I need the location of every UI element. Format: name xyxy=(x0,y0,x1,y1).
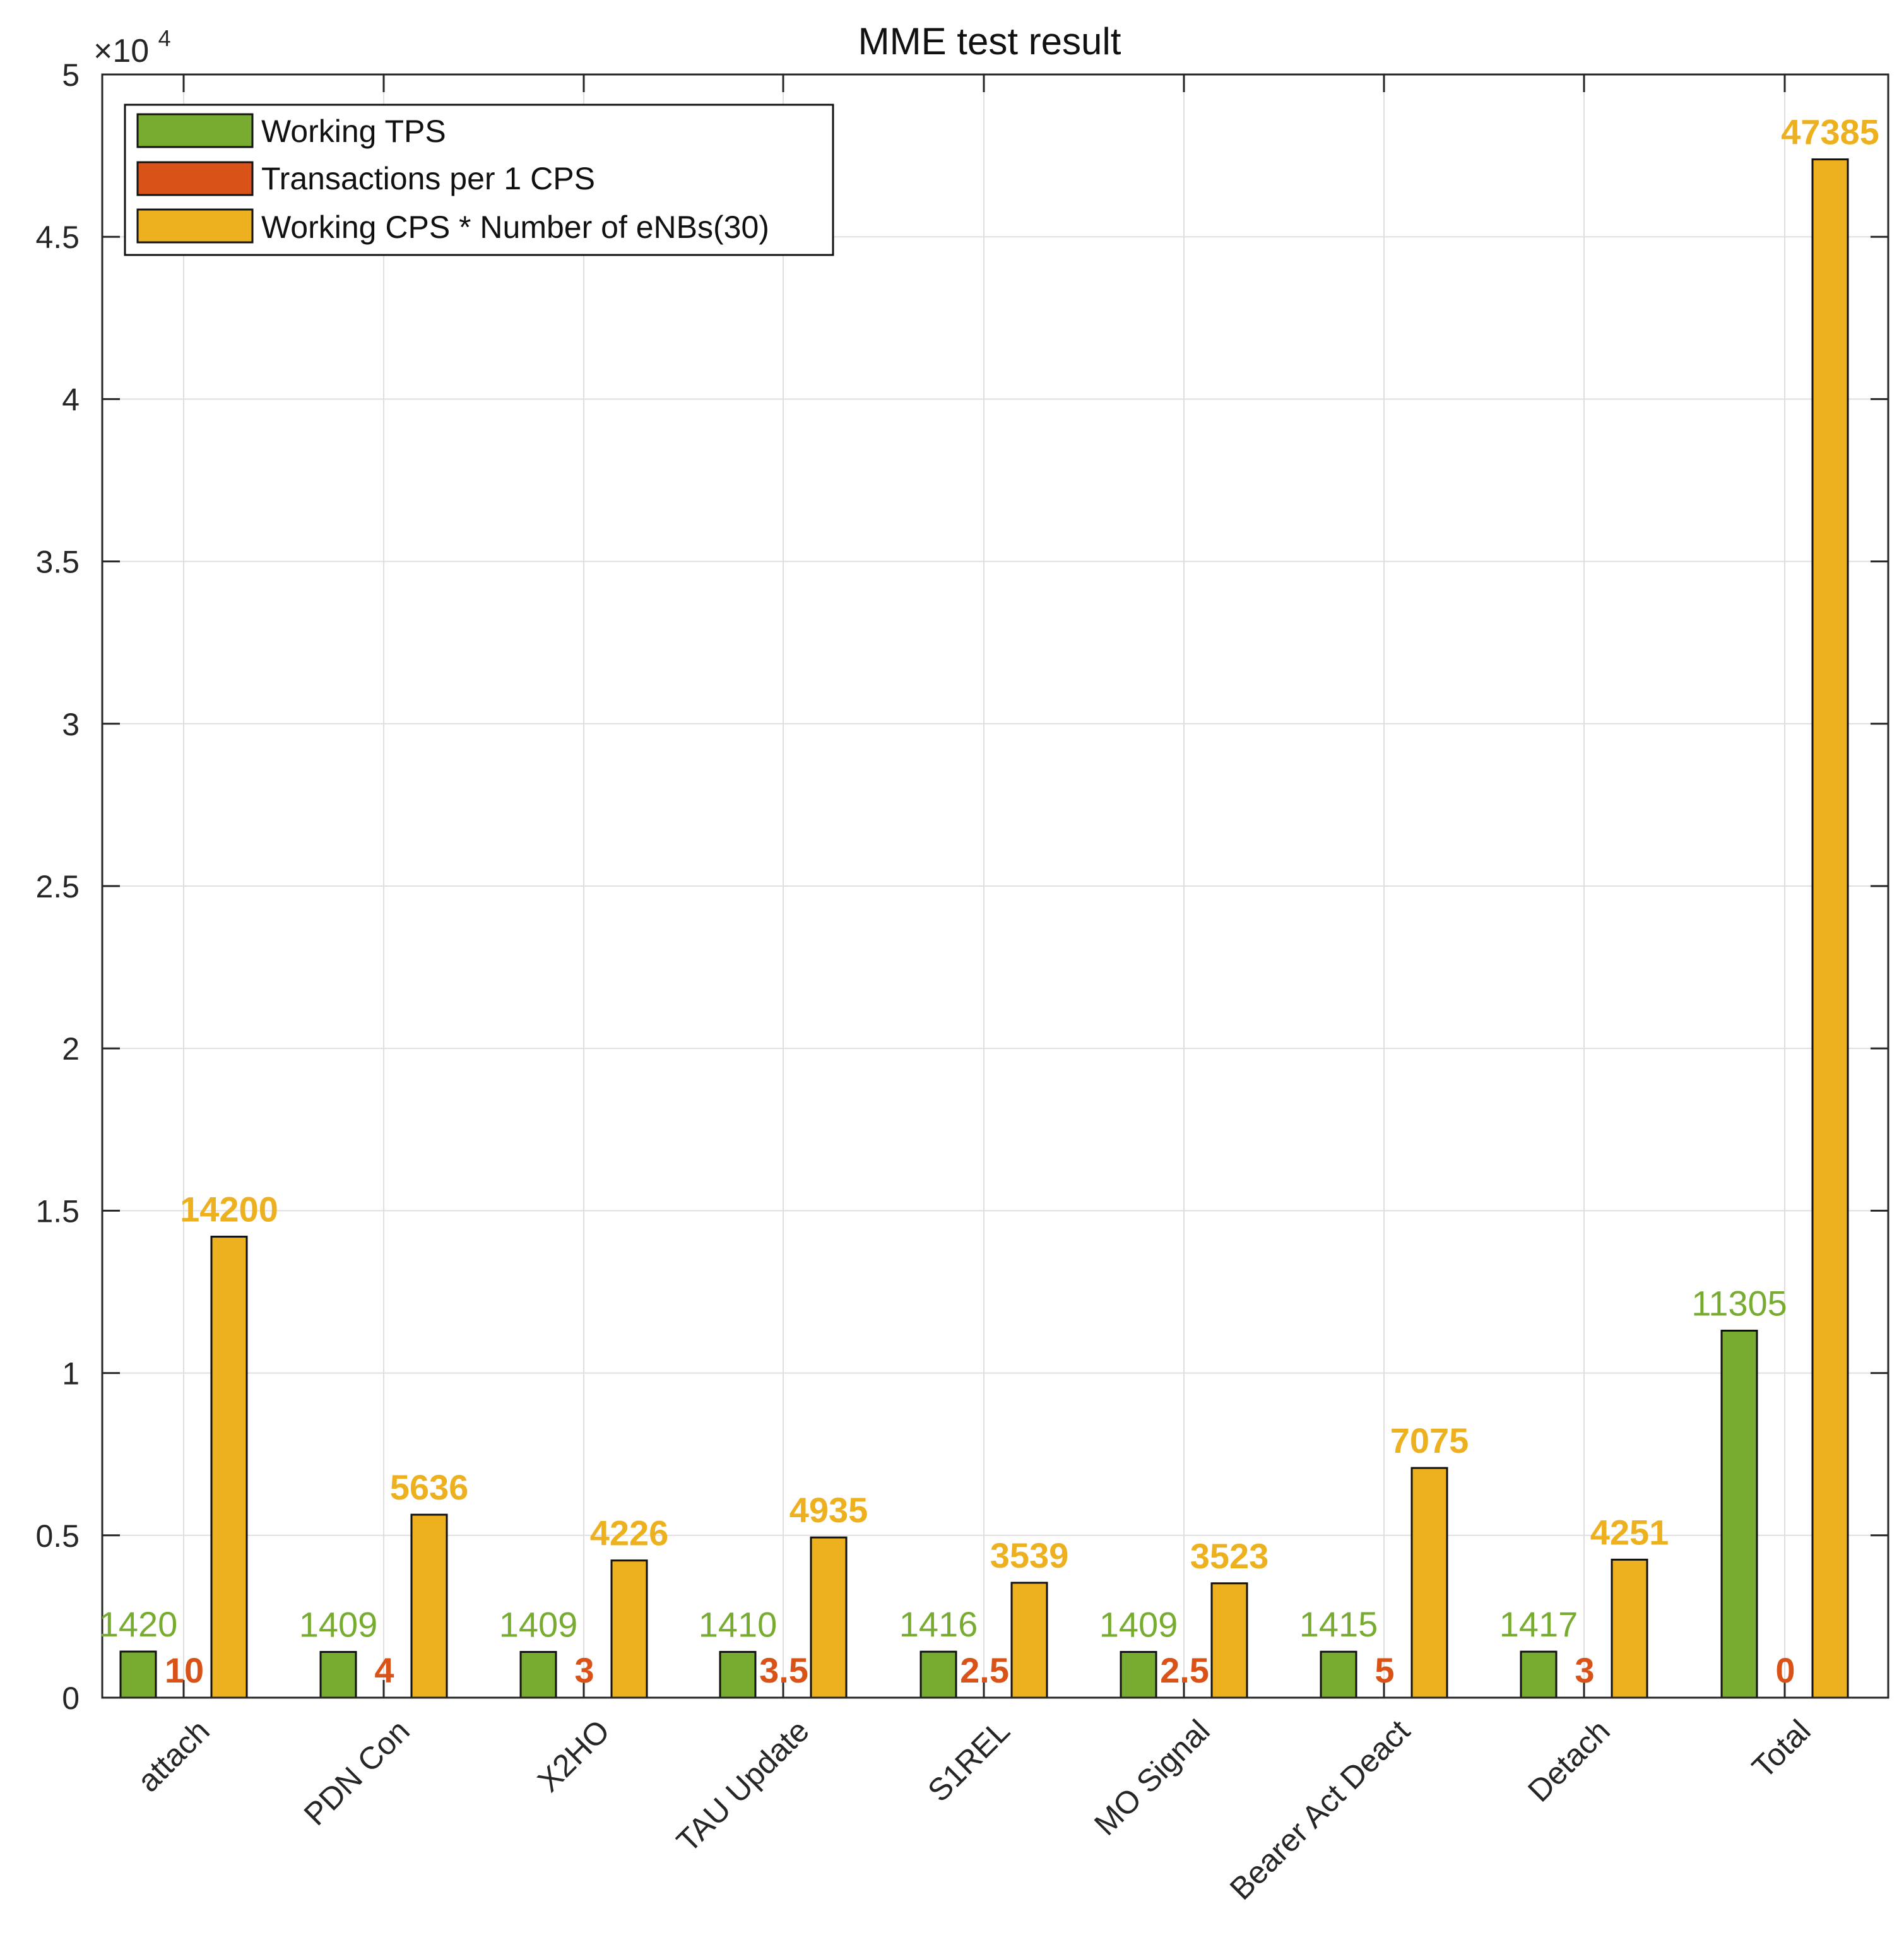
legend-swatch-transactions-per-1-cps xyxy=(136,161,254,196)
bar-working-cps-number-of-enbs-30-bearer-act-deact xyxy=(1410,1467,1448,1699)
y-axis-exponent-label: ×10 4 xyxy=(93,25,171,69)
value-label-working-cps-number-of-enbs-30-pdn-con: 5636 xyxy=(390,1467,469,1507)
value-label-working-cps-number-of-enbs-30-s1rel: 3539 xyxy=(990,1535,1069,1575)
value-label-working-cps-number-of-enbs-30-attach: 14200 xyxy=(180,1190,278,1229)
bar-working-cps-number-of-enbs-30-s1rel xyxy=(1010,1582,1048,1699)
bar-working-cps-number-of-enbs-30-pdn-con xyxy=(410,1513,448,1699)
bar-working-cps-number-of-enbs-30-total xyxy=(1811,158,1849,1699)
value-label-transactions-per-1-cps-bearer-act-deact: 5 xyxy=(1375,1650,1394,1690)
y-tick-label: 1 xyxy=(62,1356,80,1392)
bar-working-tps-tau-update xyxy=(719,1650,757,1699)
bar-working-tps-attach xyxy=(119,1650,157,1699)
y-tick-label: 3 xyxy=(62,707,80,742)
value-label-transactions-per-1-cps-tau-update: 3.5 xyxy=(759,1650,808,1690)
value-label-transactions-per-1-cps-attach: 10 xyxy=(165,1650,204,1690)
value-label-working-cps-number-of-enbs-30-total: 47385 xyxy=(1781,112,1879,152)
bar-working-cps-number-of-enbs-30-mo-signal xyxy=(1210,1582,1248,1699)
y-axis-exponent-prefix: ×10 xyxy=(93,33,149,69)
y-tick-label: 3.5 xyxy=(35,545,80,580)
legend-label-working-tps: Working TPS xyxy=(261,114,446,149)
value-label-working-tps-detach: 1417 xyxy=(1499,1604,1578,1644)
y-axis-exponent-power: 4 xyxy=(158,25,171,51)
y-tick-label: 4 xyxy=(62,382,80,417)
value-label-working-tps-mo-signal: 1409 xyxy=(1099,1605,1178,1645)
value-label-working-cps-number-of-enbs-30-tau-update: 4935 xyxy=(789,1490,868,1530)
legend-label-working-cps: Working CPS * Number of eNBs(30) xyxy=(261,210,769,245)
value-label-working-tps-total: 11305 xyxy=(1691,1283,1787,1323)
value-label-working-tps-pdn-con: 1409 xyxy=(299,1605,378,1645)
bar-working-tps-mo-signal xyxy=(1120,1651,1157,1699)
value-label-transactions-per-1-cps-x2ho: 3 xyxy=(574,1650,594,1690)
value-label-working-cps-number-of-enbs-30-detach: 4251 xyxy=(1590,1512,1669,1552)
value-label-working-cps-number-of-enbs-30-mo-signal: 3523 xyxy=(1190,1536,1269,1576)
y-tick-label: 2.5 xyxy=(35,869,80,904)
value-label-working-tps-s1rel: 1416 xyxy=(899,1604,978,1644)
bar-layer xyxy=(119,158,1849,1699)
value-label-working-tps-tau-update: 1410 xyxy=(699,1604,778,1644)
bar-working-cps-number-of-enbs-30-detach xyxy=(1611,1558,1648,1699)
value-label-working-cps-number-of-enbs-30-bearer-act-deact: 7075 xyxy=(1390,1421,1469,1460)
legend: Working TPS Transactions per 1 CPS Worki… xyxy=(124,104,834,256)
bar-working-tps-x2ho xyxy=(519,1651,557,1699)
value-label-transactions-per-1-cps-total: 0 xyxy=(1775,1650,1795,1690)
value-label-transactions-per-1-cps-s1rel: 2.5 xyxy=(960,1650,1009,1690)
legend-swatch-working-tps xyxy=(136,113,254,148)
value-label-transactions-per-1-cps-pdn-con: 4 xyxy=(374,1650,394,1690)
bar-working-cps-number-of-enbs-30-x2ho xyxy=(610,1559,648,1699)
y-tick-label: 2 xyxy=(62,1031,80,1067)
value-label-transactions-per-1-cps-mo-signal: 2.5 xyxy=(1160,1650,1209,1690)
bar-working-tps-s1rel xyxy=(919,1650,957,1699)
bar-working-tps-detach xyxy=(1520,1650,1558,1699)
y-tick-label: 0.5 xyxy=(35,1518,80,1554)
value-label-working-tps-x2ho: 1409 xyxy=(499,1605,578,1645)
value-label-layer: 1420 1409 1409 1410 1416 1409 1415 1417 11305 10 4… xyxy=(99,112,1879,1690)
value-label-working-tps-bearer-act-deact: 1415 xyxy=(1299,1604,1378,1644)
value-label-working-tps-attach: 1420 xyxy=(99,1604,178,1644)
value-label-transactions-per-1-cps-detach: 3 xyxy=(1575,1650,1594,1690)
y-tick-label: 5 xyxy=(62,57,80,93)
y-tick-label: 1.5 xyxy=(35,1193,80,1229)
bar-working-cps-number-of-enbs-30-attach xyxy=(210,1236,248,1699)
legend-label-transactions-per-1-cps: Transactions per 1 CPS xyxy=(261,161,595,196)
legend-swatch-working-cps xyxy=(136,208,254,244)
chart-title: MME test result xyxy=(858,20,1121,62)
bar-working-tps-pdn-con xyxy=(319,1651,357,1699)
y-tick-label: 0 xyxy=(62,1681,80,1716)
value-label-working-cps-number-of-enbs-30-x2ho: 4226 xyxy=(590,1513,669,1553)
bar-working-cps-number-of-enbs-30-tau-update xyxy=(810,1536,848,1699)
bar-working-tps-total xyxy=(1720,1329,1758,1699)
bar-working-tps-bearer-act-deact xyxy=(1320,1650,1357,1699)
y-axis-exponent: ×10 4 xyxy=(93,25,171,69)
y-tick-label: 4.5 xyxy=(35,220,80,255)
